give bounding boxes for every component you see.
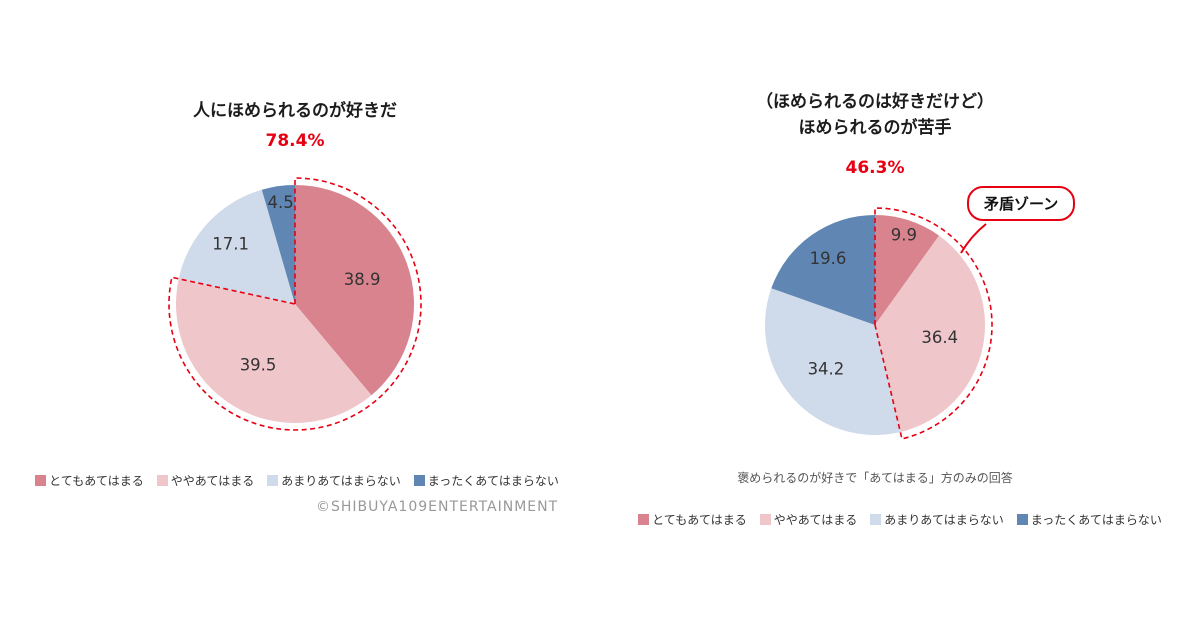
slice-value-label: 9.9: [891, 225, 917, 244]
pie-chart-bad-at-praise: 9.9 36.4 34.2 19.6: [765, 207, 993, 440]
callout-tail-line: [960, 223, 987, 254]
callout-bubble: 矛盾ゾーン: [967, 186, 1076, 221]
legend-label: ややあてはまる: [170, 474, 255, 488]
legend-item: とてもあてはまる: [638, 511, 747, 528]
legend-swatch: [35, 475, 47, 486]
slice-value-label: 34.2: [808, 360, 845, 379]
slice-value-label: 38.9: [344, 270, 381, 289]
slice-value-label: 36.4: [921, 328, 958, 347]
legend-label: まったくあてはまらない: [427, 474, 559, 488]
chart-title: 人にほめられるのが好きだ: [35, 99, 555, 125]
slice-value-label: 39.5: [240, 356, 277, 375]
pie-slice-2: [176, 278, 372, 424]
highlight-dashed-outline: [168, 177, 422, 431]
highlight-percentage: 46.3%: [845, 158, 905, 178]
chart-title-line: 人にほめられるのが好きだ: [193, 101, 397, 121]
legend-label: とてもあてはまる: [49, 474, 144, 488]
legend-label: あまりあてはまらない: [884, 513, 1004, 527]
legend-item: ややあてはまる: [156, 472, 255, 489]
chart-title-line: （ほめられるのは好きだけど）: [756, 92, 994, 112]
pie-chart-like-praise: 38.9 39.5 17.1 4.5: [168, 177, 422, 431]
legend-label: あまりあてはまらない: [281, 474, 401, 488]
pie-slice-4: [261, 185, 295, 304]
legend-swatch: [267, 475, 279, 486]
legend-item: まったくあてはまらない: [1016, 511, 1162, 528]
pie-slice-1: [295, 185, 414, 396]
pie-slice-3: [178, 189, 295, 304]
highlight-dashed-outline: [874, 207, 993, 440]
legend-label: とてもあてはまる: [652, 513, 747, 527]
chart-title-line: ほめられるのが苦手: [798, 117, 952, 138]
slice-value-label: 17.1: [212, 234, 249, 253]
chart-title: （ほめられるのは好きだけど） ほめられるのが苦手: [615, 90, 1135, 141]
note-text: 褒められるのが好きで「あてはまる」方のみの回答: [737, 471, 1013, 485]
highlight-percentage: 78.4%: [265, 131, 325, 151]
legend-item: まったくあてはまらない: [413, 472, 559, 489]
legend-swatch: [638, 514, 650, 525]
slice-value-label: 4.5: [267, 193, 293, 212]
legend-item: とてもあてはまる: [35, 472, 144, 489]
legend-item: あまりあてはまらない: [870, 511, 1004, 528]
legend-swatch: [413, 475, 425, 486]
legend-swatch: [870, 514, 882, 525]
slice-value-label: 19.6: [810, 249, 847, 268]
copyright-text: ©SHIBUYA109ENTERTAINMENT: [316, 499, 559, 515]
legend: とてもあてはまる ややあてはまる あまりあてはまらない まったくあてはまらない: [2, 472, 592, 489]
callout-tail-path: [960, 223, 987, 254]
legend-swatch: [1016, 514, 1028, 525]
legend-item: ややあてはまる: [759, 511, 858, 528]
legend: とてもあてはまる ややあてはまる あまりあてはまらない まったくあてはまらない: [604, 511, 1196, 528]
legend-swatch: [759, 514, 771, 525]
pie-slice-4: [771, 215, 875, 325]
legend-label: ややあてはまる: [773, 513, 858, 527]
legend-swatch: [156, 475, 168, 486]
pie-slice-1: [875, 215, 940, 325]
pie-slice-3: [765, 288, 901, 436]
legend-item: あまりあてはまらない: [267, 472, 401, 489]
legend-label: まったくあてはまらない: [1030, 513, 1162, 527]
pie-slice-2: [875, 235, 985, 432]
